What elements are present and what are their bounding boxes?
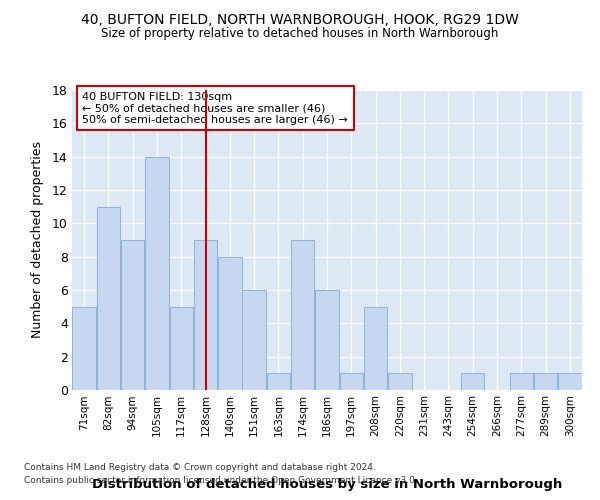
Bar	[315, 290, 339, 390]
Text: 40 BUFTON FIELD: 130sqm
← 50% of detached houses are smaller (46)
50% of semi-de: 40 BUFTON FIELD: 130sqm ← 50% of detache…	[82, 92, 348, 124]
Bar	[73, 306, 96, 390]
Bar	[558, 374, 581, 390]
Bar	[121, 240, 145, 390]
Bar	[218, 256, 242, 390]
Text: 40, BUFTON FIELD, NORTH WARNBOROUGH, HOOK, RG29 1DW: 40, BUFTON FIELD, NORTH WARNBOROUGH, HOO…	[81, 12, 519, 26]
X-axis label: Distribution of detached houses by size in North Warnborough: Distribution of detached houses by size …	[92, 478, 562, 491]
Y-axis label: Number of detached properties: Number of detached properties	[31, 142, 44, 338]
Text: Contains public sector information licensed under the Open Government Licence v3: Contains public sector information licen…	[24, 476, 418, 485]
Bar	[242, 290, 266, 390]
Text: Size of property relative to detached houses in North Warnborough: Size of property relative to detached ho…	[101, 28, 499, 40]
Bar	[388, 374, 412, 390]
Bar	[170, 306, 193, 390]
Bar	[340, 374, 363, 390]
Text: Contains HM Land Registry data © Crown copyright and database right 2024.: Contains HM Land Registry data © Crown c…	[24, 464, 376, 472]
Bar	[266, 374, 290, 390]
Bar	[509, 374, 533, 390]
Bar	[291, 240, 314, 390]
Bar	[461, 374, 484, 390]
Bar	[534, 374, 557, 390]
Bar	[145, 156, 169, 390]
Bar	[97, 206, 120, 390]
Bar	[194, 240, 217, 390]
Bar	[364, 306, 388, 390]
